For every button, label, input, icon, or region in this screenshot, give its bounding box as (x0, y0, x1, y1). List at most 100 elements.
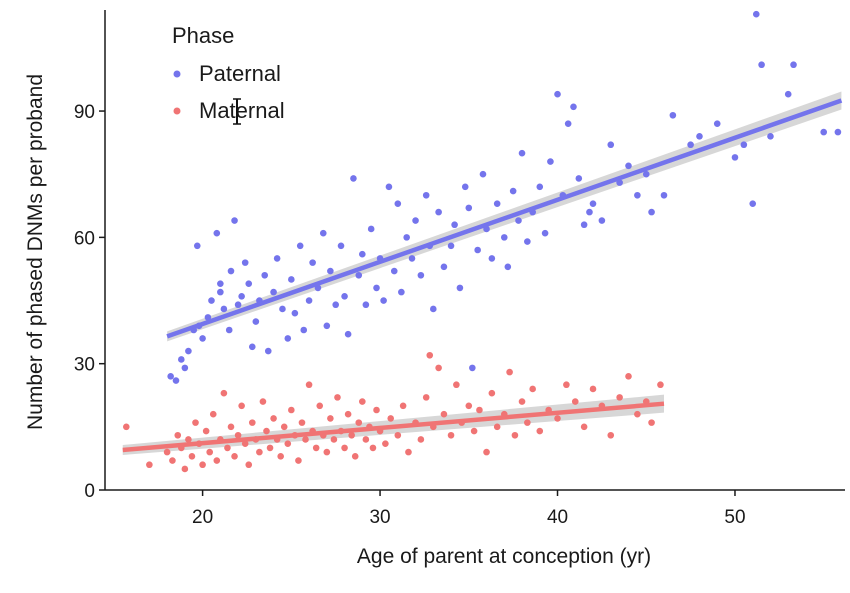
data-point-paternal (547, 158, 554, 165)
data-point-paternal (493, 200, 501, 207)
data-point-paternal (355, 271, 363, 279)
data-point-maternal (355, 419, 363, 426)
data-point-paternal (518, 149, 526, 157)
data-point-maternal (188, 453, 196, 460)
data-point-paternal (790, 61, 797, 69)
data-point-paternal (380, 297, 387, 304)
data-point-maternal (206, 448, 214, 456)
data-point-maternal (146, 461, 153, 469)
data-point-paternal (422, 191, 430, 199)
data-point-paternal (373, 284, 380, 292)
data-point-paternal (337, 242, 345, 250)
data-point-maternal (174, 431, 182, 439)
data-point-maternal (341, 444, 348, 452)
data-point-maternal (227, 423, 235, 431)
data-point-paternal (408, 255, 416, 262)
legend: Phase Paternal Maternal (172, 23, 285, 123)
data-point-paternal (541, 229, 549, 237)
data-point-maternal (298, 419, 306, 426)
data-point-maternal (277, 453, 284, 460)
data-point-paternal (586, 208, 593, 216)
data-point-maternal (169, 457, 176, 464)
legend-marker-maternal (173, 107, 181, 115)
data-point-paternal (447, 242, 455, 250)
data-point-paternal (488, 255, 496, 262)
data-point-paternal (172, 377, 180, 384)
data-point-maternal (192, 419, 199, 426)
data-point-paternal (820, 128, 828, 136)
data-point-paternal (474, 246, 481, 254)
data-point-paternal (279, 305, 286, 313)
data-point-paternal (758, 61, 765, 69)
data-point-maternal (312, 444, 320, 452)
data-point-paternal (270, 288, 277, 296)
data-point-maternal (327, 415, 334, 422)
data-point-paternal (417, 271, 425, 279)
data-point-maternal (344, 410, 352, 418)
data-point-maternal (266, 444, 274, 452)
data-point-maternal (387, 415, 395, 422)
data-point-paternal (634, 191, 641, 199)
data-point-paternal (323, 322, 331, 330)
data-point-paternal (204, 314, 212, 321)
data-point-maternal (483, 448, 490, 456)
data-point-maternal (524, 419, 531, 426)
data-point-maternal (209, 410, 217, 418)
data-point-paternal (245, 280, 253, 287)
data-point-maternal (435, 364, 442, 372)
y-tick-label: 60 (74, 228, 95, 249)
data-point-paternal (167, 373, 174, 380)
legend-label-paternal: Paternal (199, 61, 281, 86)
data-point-paternal (261, 271, 269, 279)
x-tick-label: 40 (547, 507, 568, 528)
data-point-paternal (309, 259, 316, 266)
data-point-paternal (536, 183, 544, 191)
data-point-paternal (341, 293, 348, 300)
data-point-maternal (373, 406, 380, 414)
data-point-maternal (359, 398, 366, 405)
data-point-paternal (305, 297, 313, 304)
data-point-paternal (185, 347, 192, 355)
data-point-maternal (248, 419, 256, 426)
data-point-paternal (696, 133, 703, 140)
data-point-paternal (225, 326, 233, 334)
data-point-paternal (564, 120, 572, 127)
data-point-maternal (305, 381, 313, 389)
data-point-maternal (348, 431, 355, 439)
x-axis-title: Age of parent at conception (yr) (357, 545, 651, 568)
data-point-paternal (362, 301, 370, 309)
data-point-maternal (616, 394, 623, 401)
data-point-maternal (316, 402, 324, 410)
data-point-paternal (252, 318, 260, 325)
data-point-paternal (181, 364, 189, 372)
data-point-maternal (224, 444, 231, 452)
data-point-maternal (405, 448, 412, 456)
data-point-paternal (607, 141, 615, 149)
data-point-paternal (208, 297, 215, 304)
data-point-maternal (199, 461, 206, 469)
data-point-maternal (245, 461, 253, 469)
data-point-paternal (217, 280, 224, 287)
y-tick-label: 0 (84, 481, 95, 502)
data-point-paternal (784, 90, 792, 98)
text-cursor-icon (233, 98, 241, 125)
data-point-paternal (589, 200, 597, 207)
data-point-maternal (202, 427, 210, 435)
data-point-maternal (447, 431, 455, 439)
data-point-maternal (351, 453, 359, 460)
legend-title: Phase (172, 23, 234, 48)
x-tick-label: 50 (724, 507, 745, 528)
data-point-maternal (295, 457, 302, 464)
data-point-paternal (669, 111, 677, 119)
regression-line-maternal (122, 401, 665, 453)
data-point-paternal (625, 162, 632, 170)
data-point-paternal (238, 293, 245, 300)
data-point-paternal (648, 208, 655, 216)
data-point-paternal (740, 141, 748, 149)
data-point-paternal (479, 170, 487, 178)
data-point-paternal (394, 200, 402, 207)
data-point-maternal (362, 436, 370, 443)
data-point-maternal (382, 440, 389, 447)
data-point-maternal (470, 427, 478, 435)
data-point-maternal (607, 431, 615, 439)
